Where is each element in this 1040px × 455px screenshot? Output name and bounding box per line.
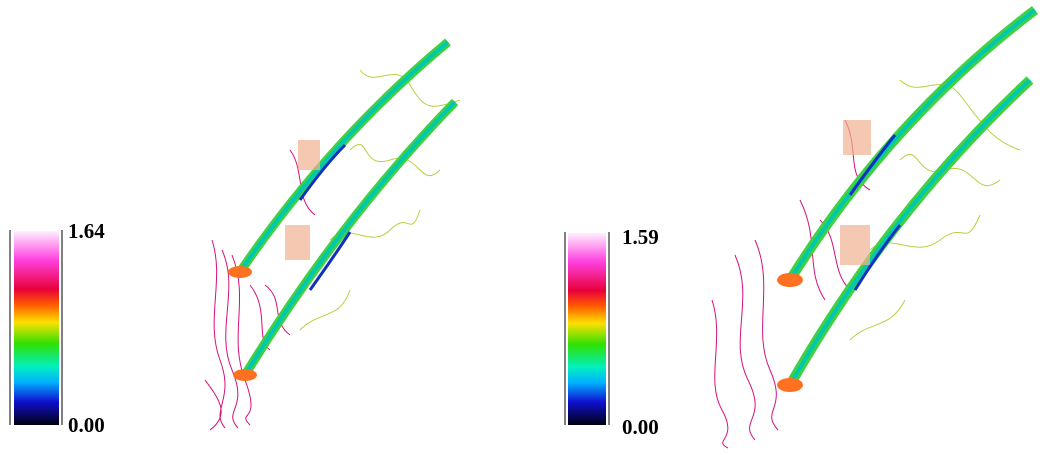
colorbar-max: 1.64 [68, 219, 105, 243]
colorbar-min: 0.00 [68, 413, 105, 437]
colorbar-min: 0.00 [622, 415, 659, 439]
colorbar-max: 1.59 [622, 225, 659, 249]
colorbar [14, 231, 59, 425]
panel: 1.64 0.00 [9, 38, 461, 437]
contour-plot [711, 6, 1039, 449]
colorbar [568, 233, 606, 425]
panel: 1.59 0.00 [564, 6, 1039, 449]
contour-plot [204, 38, 461, 431]
